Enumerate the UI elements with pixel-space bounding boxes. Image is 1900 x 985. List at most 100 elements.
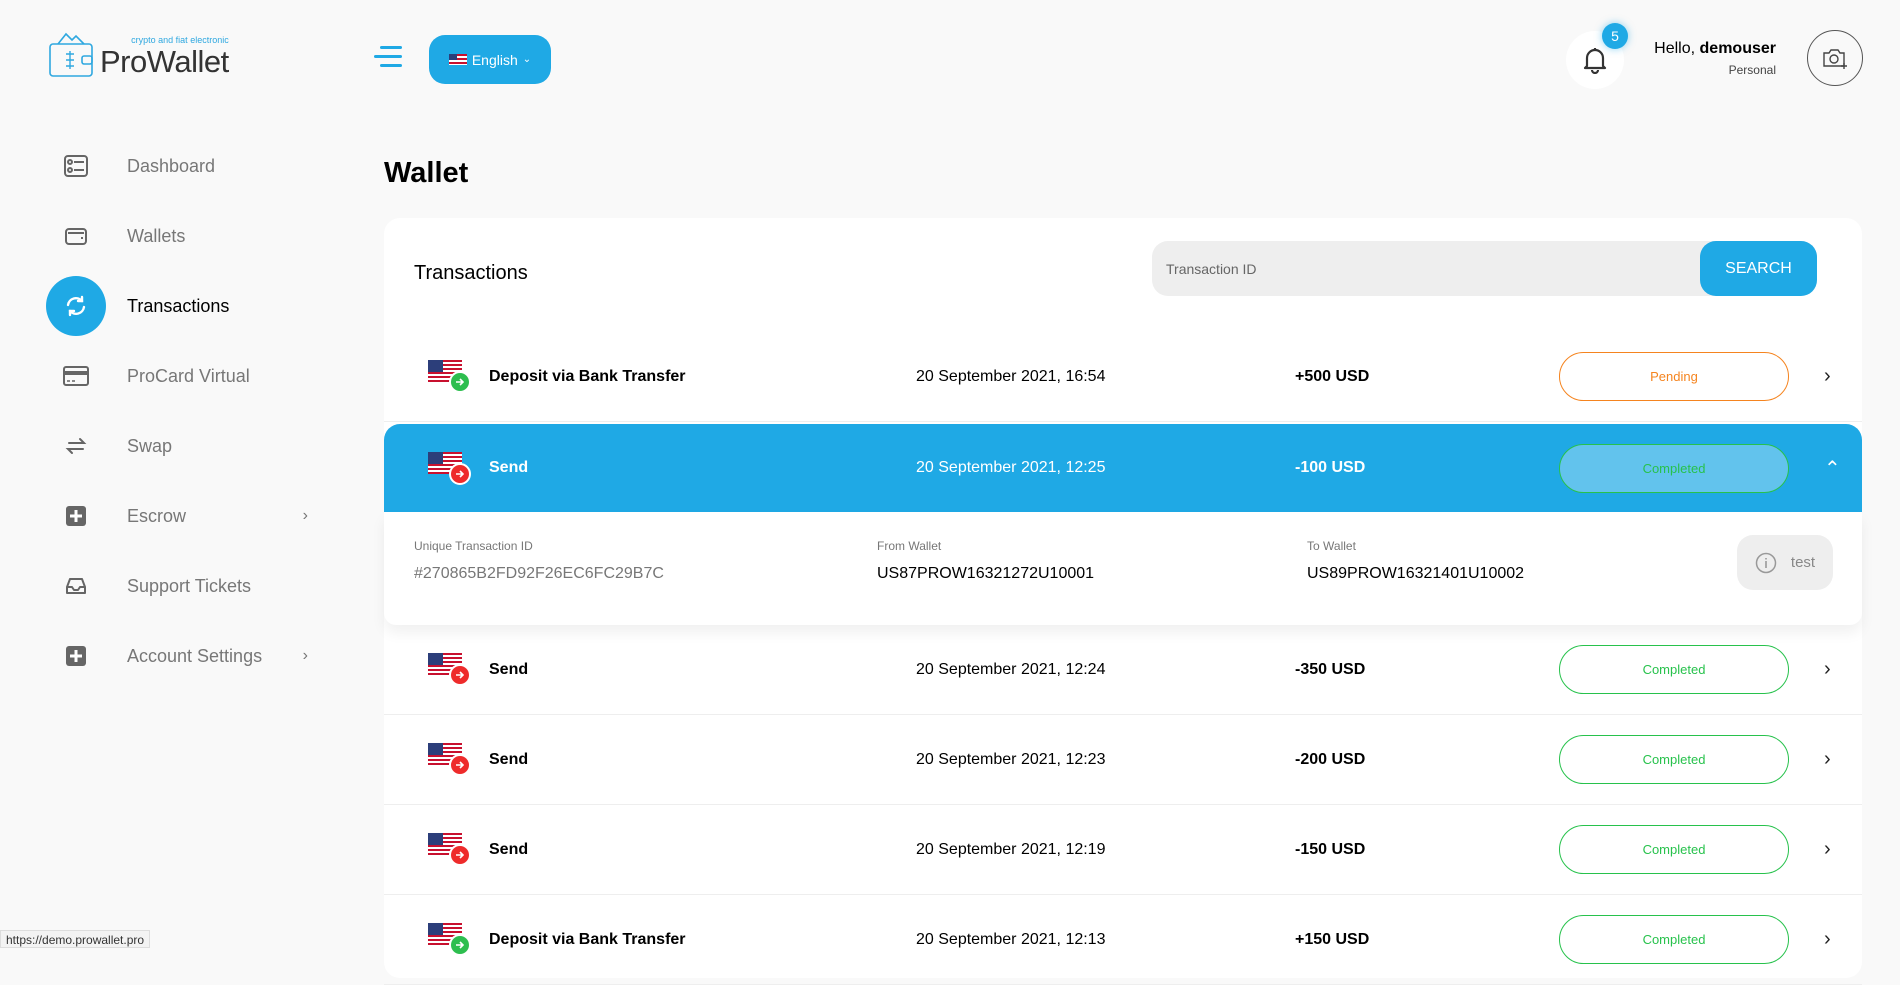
transaction-date: 20 September 2021, 12:25 — [916, 459, 1106, 476]
account-type: Personal — [1728, 63, 1776, 77]
sidebar-item-label: Account Settings — [127, 645, 263, 666]
deposit-arrow-icon — [449, 371, 471, 393]
send-currency-icon — [428, 653, 474, 687]
chevron-right-icon[interactable]: › — [1824, 748, 1831, 770]
transaction-note[interactable]: test — [1737, 535, 1833, 590]
inbox-icon — [46, 556, 106, 616]
bell-icon — [1583, 48, 1607, 74]
status-badge: Completed — [1559, 735, 1789, 784]
transaction-amount: -200 USD — [1295, 750, 1366, 768]
chevron-right-icon: › — [302, 647, 308, 664]
search-button[interactable]: SEARCH — [1700, 241, 1817, 296]
transaction-row[interactable]: Send 20 September 2021, 12:25 -100 USD C… — [384, 424, 1862, 512]
menu-toggle-button[interactable] — [374, 46, 402, 70]
sidebar-item-support-tickets[interactable]: Support Tickets — [46, 551, 316, 621]
transaction-row[interactable]: Send 20 September 2021, 12:23 -200 USD C… — [384, 715, 1862, 805]
sidebar-item-escrow[interactable]: Escrow › — [46, 481, 316, 551]
sidebar-item-account-settings[interactable]: Account Settings › — [46, 621, 316, 691]
chevron-up-icon[interactable]: ⌃ — [1824, 457, 1841, 480]
notification-count-badge: 5 — [1602, 23, 1628, 49]
sidebar-item-label: Swap — [127, 435, 173, 456]
from-wallet-label: From Wallet — [877, 539, 942, 553]
transaction-amount: +500 USD — [1295, 367, 1370, 385]
send-arrow-icon — [449, 664, 471, 686]
chevron-down-icon: ⌄ — [522, 54, 532, 65]
transaction-title: Send — [489, 750, 529, 768]
sidebar-item-dashboard[interactable]: Dashboard — [46, 131, 316, 201]
send-arrow-icon — [449, 844, 471, 866]
transaction-id-label: Unique Transaction ID — [414, 539, 533, 553]
send-currency-icon — [428, 833, 474, 867]
chevron-right-icon[interactable]: › — [1824, 658, 1831, 680]
credit-card-icon — [46, 346, 106, 406]
sidebar-item-transactions[interactable]: Transactions — [46, 271, 316, 341]
transaction-date: 20 September 2021, 12:19 — [916, 840, 1106, 858]
transaction-amount: -350 USD — [1295, 660, 1366, 678]
plus-square-icon — [46, 626, 106, 686]
page-title: Wallet — [384, 157, 469, 189]
camera-plus-icon — [1823, 49, 1847, 69]
transaction-detail-panel: Unique Transaction ID #270865B2FD92F26EC6… — [384, 512, 1862, 625]
username: demouser — [1699, 40, 1776, 57]
sidebar-item-label: Escrow — [127, 505, 187, 526]
transaction-title: Send — [489, 840, 529, 858]
logo[interactable]: crypto and fiat electronic ProWallet — [48, 30, 229, 78]
transaction-row[interactable]: Deposit via Bank Transfer 20 September 2… — [384, 332, 1862, 422]
avatar-upload-button[interactable] — [1807, 30, 1863, 86]
user-greeting: Hello, demouser Personal — [1654, 40, 1776, 77]
deposit-currency-icon — [428, 360, 474, 394]
status-badge: Pending — [1559, 352, 1789, 401]
refresh-icon — [46, 276, 106, 336]
sidebar-item-wallets[interactable]: Wallets — [46, 201, 316, 271]
transaction-date: 20 September 2021, 12:23 — [916, 750, 1106, 768]
chevron-right-icon[interactable]: › — [1824, 928, 1831, 950]
section-title: Transactions — [414, 262, 528, 284]
search-bar: SEARCH — [1152, 241, 1817, 296]
transaction-amount: +150 USD — [1295, 930, 1370, 948]
sidebar-item-label: Wallets — [127, 225, 186, 246]
chevron-right-icon[interactable]: › — [1824, 838, 1831, 860]
transactions-card: Transactions SEARCH Deposit via Bank Tra… — [384, 218, 1862, 985]
send-currency-icon — [428, 743, 474, 777]
chevron-right-icon: › — [302, 507, 308, 524]
info-icon — [1755, 552, 1777, 573]
chevron-right-icon[interactable]: › — [1824, 365, 1831, 387]
sidebar-item-procard-virtual[interactable]: ProCard Virtual — [46, 341, 316, 411]
status-badge: Completed — [1559, 915, 1789, 964]
transaction-title: Send — [489, 660, 529, 678]
transaction-title: Send — [489, 459, 529, 476]
status-badge: Completed — [1559, 645, 1789, 694]
transaction-title: Deposit via Bank Transfer — [489, 367, 686, 385]
sidebar-item-swap[interactable]: Swap — [46, 411, 316, 481]
transaction-row[interactable]: Send 20 September 2021, 12:19 -150 USD C… — [384, 805, 1862, 895]
to-wallet-label: To Wallet — [1307, 539, 1356, 553]
plus-square-icon — [46, 486, 106, 546]
transaction-row[interactable]: Deposit via Bank Transfer 20 September 2… — [384, 895, 1862, 985]
send-currency-icon — [428, 452, 474, 486]
sidebar-nav: Dashboard Wallets Transactions ProCard Virt… — [46, 131, 316, 691]
brand-name: ProWallet — [100, 44, 229, 79]
transaction-id-input[interactable] — [1152, 241, 1700, 296]
sidebar-item-label: ProCard Virtual — [127, 365, 250, 386]
language-label: English — [471, 51, 518, 68]
transaction-date: 20 September 2021, 12:24 — [916, 660, 1106, 678]
send-arrow-icon — [449, 463, 471, 485]
transaction-title: Deposit via Bank Transfer — [489, 930, 686, 948]
status-badge: Completed — [1559, 825, 1789, 874]
language-selector[interactable]: English ⌄ — [429, 35, 551, 84]
dashboard-icon — [46, 136, 106, 196]
transaction-row[interactable]: Send 20 September 2021, 12:24 -350 USD C… — [384, 625, 1862, 715]
sidebar-item-label: Support Tickets — [127, 575, 252, 596]
sidebar-item-label: Transactions — [127, 295, 230, 316]
us-flag-icon — [448, 54, 467, 65]
from-wallet-value: US87PROW16321272U10001 — [877, 565, 1095, 582]
note-text: test — [1790, 554, 1816, 571]
status-bar-url: https://demo.prowallet.pro — [0, 930, 151, 948]
status-badge: Completed — [1559, 443, 1789, 493]
deposit-arrow-icon — [449, 934, 471, 956]
transaction-date: 20 September 2021, 16:54 — [916, 367, 1106, 385]
wallet-logo-icon — [49, 32, 93, 77]
swap-icon — [46, 416, 106, 476]
brand-tagline: crypto and fiat electronic — [131, 35, 229, 45]
greeting-text: Hello, — [1654, 40, 1696, 57]
